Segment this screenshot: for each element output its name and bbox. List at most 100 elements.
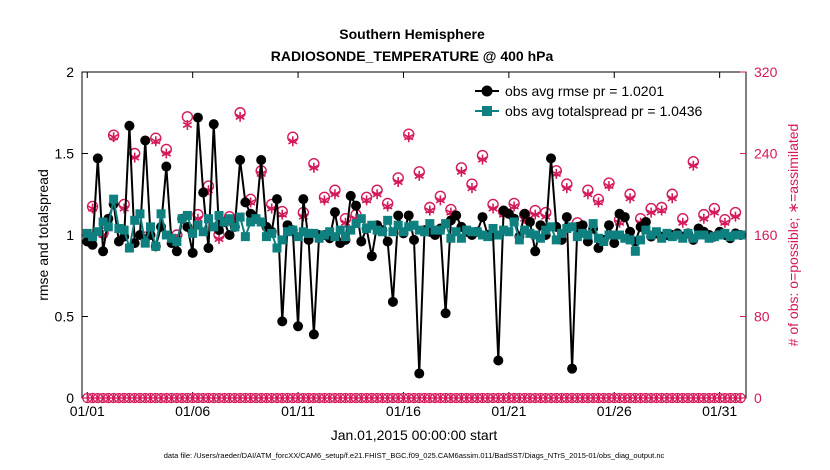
totalspread-point bbox=[314, 233, 324, 243]
obs-assimilated-marker bbox=[509, 201, 519, 212]
asterisk-stroke bbox=[214, 235, 224, 243]
totalspread-point bbox=[214, 210, 224, 220]
totalspread-point bbox=[678, 233, 688, 243]
obs-assimilated-marker bbox=[288, 136, 298, 147]
totalspread-point bbox=[98, 217, 108, 227]
y-axis-left-label: rmse and totalspread bbox=[35, 169, 51, 301]
totalspread-point bbox=[193, 220, 203, 230]
x-tick-label: 01/26 bbox=[597, 403, 632, 419]
rmse-point bbox=[609, 238, 620, 249]
asterisk-stroke bbox=[277, 211, 287, 218]
obs-assimilated-marker bbox=[309, 162, 319, 173]
obs-assimilated-marker bbox=[678, 217, 688, 228]
asterisk-stroke bbox=[541, 213, 551, 220]
totalspread-point bbox=[130, 215, 140, 225]
asterisk-stroke bbox=[404, 134, 414, 141]
asterisk-stroke bbox=[119, 205, 129, 212]
asterisk-stroke bbox=[393, 178, 403, 186]
totalspread-point bbox=[709, 232, 719, 242]
chart-title-line1: Southern Hemisphere bbox=[339, 26, 485, 42]
rmse-point bbox=[293, 321, 304, 332]
totalspread-point bbox=[288, 225, 298, 235]
totalspread-point bbox=[219, 217, 229, 227]
totalspread-point bbox=[620, 233, 630, 243]
obs-assimilated-marker bbox=[709, 207, 720, 218]
obs-assimilated-marker bbox=[583, 189, 593, 200]
rmse-point bbox=[92, 153, 103, 164]
rmse-point bbox=[329, 207, 340, 218]
totalspread-point bbox=[172, 237, 182, 247]
totalspread-point bbox=[319, 230, 329, 240]
asterisk-stroke bbox=[488, 205, 498, 212]
asterisk-stroke bbox=[688, 162, 699, 169]
totalspread-point bbox=[662, 228, 672, 238]
totalspread-point bbox=[667, 232, 677, 242]
rmse-point bbox=[577, 220, 588, 231]
rmse-point bbox=[603, 220, 614, 231]
asterisk-stroke bbox=[193, 215, 203, 222]
obs-assimilated-marker bbox=[151, 136, 161, 147]
totalspread-point bbox=[414, 225, 424, 235]
totalspread-point bbox=[372, 225, 382, 235]
obs-assimilated-marker bbox=[235, 111, 245, 122]
obs-assimilated-marker bbox=[414, 170, 424, 181]
totalspread-point bbox=[467, 227, 477, 237]
asterisk-stroke bbox=[182, 121, 193, 129]
totalspread-point bbox=[641, 225, 651, 235]
totalspread-point bbox=[430, 225, 440, 235]
totalspread-point bbox=[630, 246, 640, 256]
obs-assimilated-marker bbox=[404, 132, 414, 143]
rmse-point bbox=[477, 212, 488, 223]
totalspread-point bbox=[599, 237, 609, 247]
totalspread-point bbox=[367, 220, 377, 230]
totalspread-point bbox=[398, 227, 408, 237]
rmse-point bbox=[519, 208, 530, 219]
totalspread-point bbox=[435, 225, 445, 235]
rmse-point bbox=[271, 194, 282, 205]
totalspread-point bbox=[393, 220, 403, 230]
asterisk-stroke bbox=[720, 219, 730, 226]
totalspread-point bbox=[551, 235, 561, 245]
totalspread-point bbox=[462, 225, 472, 235]
totalspread-point bbox=[198, 227, 208, 237]
totalspread-point bbox=[388, 227, 398, 237]
y-axis-left: 0 0.5 1 1.5 2 bbox=[55, 64, 88, 406]
asterisk-stroke bbox=[593, 199, 604, 206]
totalspread-series bbox=[82, 194, 746, 256]
rmse-point bbox=[224, 230, 235, 240]
totalspread-point bbox=[298, 227, 308, 237]
rmse-point bbox=[198, 187, 209, 198]
totalspread-point bbox=[615, 230, 625, 240]
totalspread-point bbox=[404, 222, 414, 232]
rmse-point bbox=[235, 155, 246, 166]
totalspread-point bbox=[203, 214, 213, 224]
totalspread-point bbox=[525, 228, 535, 238]
rmse-point bbox=[345, 190, 356, 201]
totalspread-point bbox=[182, 210, 192, 220]
asterisk-stroke bbox=[656, 207, 667, 214]
rmse-point bbox=[530, 246, 541, 257]
totalspread-point bbox=[509, 217, 519, 227]
asterisk-stroke bbox=[151, 138, 161, 145]
totalspread-point bbox=[541, 225, 551, 235]
totalspread-point bbox=[441, 219, 451, 229]
totalspread-point bbox=[356, 214, 366, 224]
rmse-point bbox=[98, 246, 109, 257]
obs-assimilated-marker bbox=[119, 203, 129, 214]
obs-assimilated-marker bbox=[214, 234, 224, 245]
x-tick-label: 01/01 bbox=[70, 403, 105, 419]
rmse-point bbox=[640, 216, 651, 227]
obs-assimilated-marker bbox=[699, 213, 709, 224]
totalspread-point bbox=[704, 233, 714, 243]
totalspread-point bbox=[625, 235, 635, 245]
y-left-tick-label: 1.5 bbox=[55, 146, 75, 162]
totalspread-point bbox=[272, 243, 282, 253]
obs-assimilated-marker bbox=[319, 195, 330, 206]
y-axis-right-label: # of obs: o=possible; ∗=assimilated bbox=[785, 124, 801, 347]
totalspread-point bbox=[256, 217, 266, 227]
asterisk-stroke bbox=[235, 113, 245, 121]
totalspread-point bbox=[346, 225, 356, 235]
totalspread-point bbox=[451, 227, 461, 237]
totalspread-point bbox=[335, 225, 345, 235]
totalspread-point bbox=[156, 209, 166, 219]
